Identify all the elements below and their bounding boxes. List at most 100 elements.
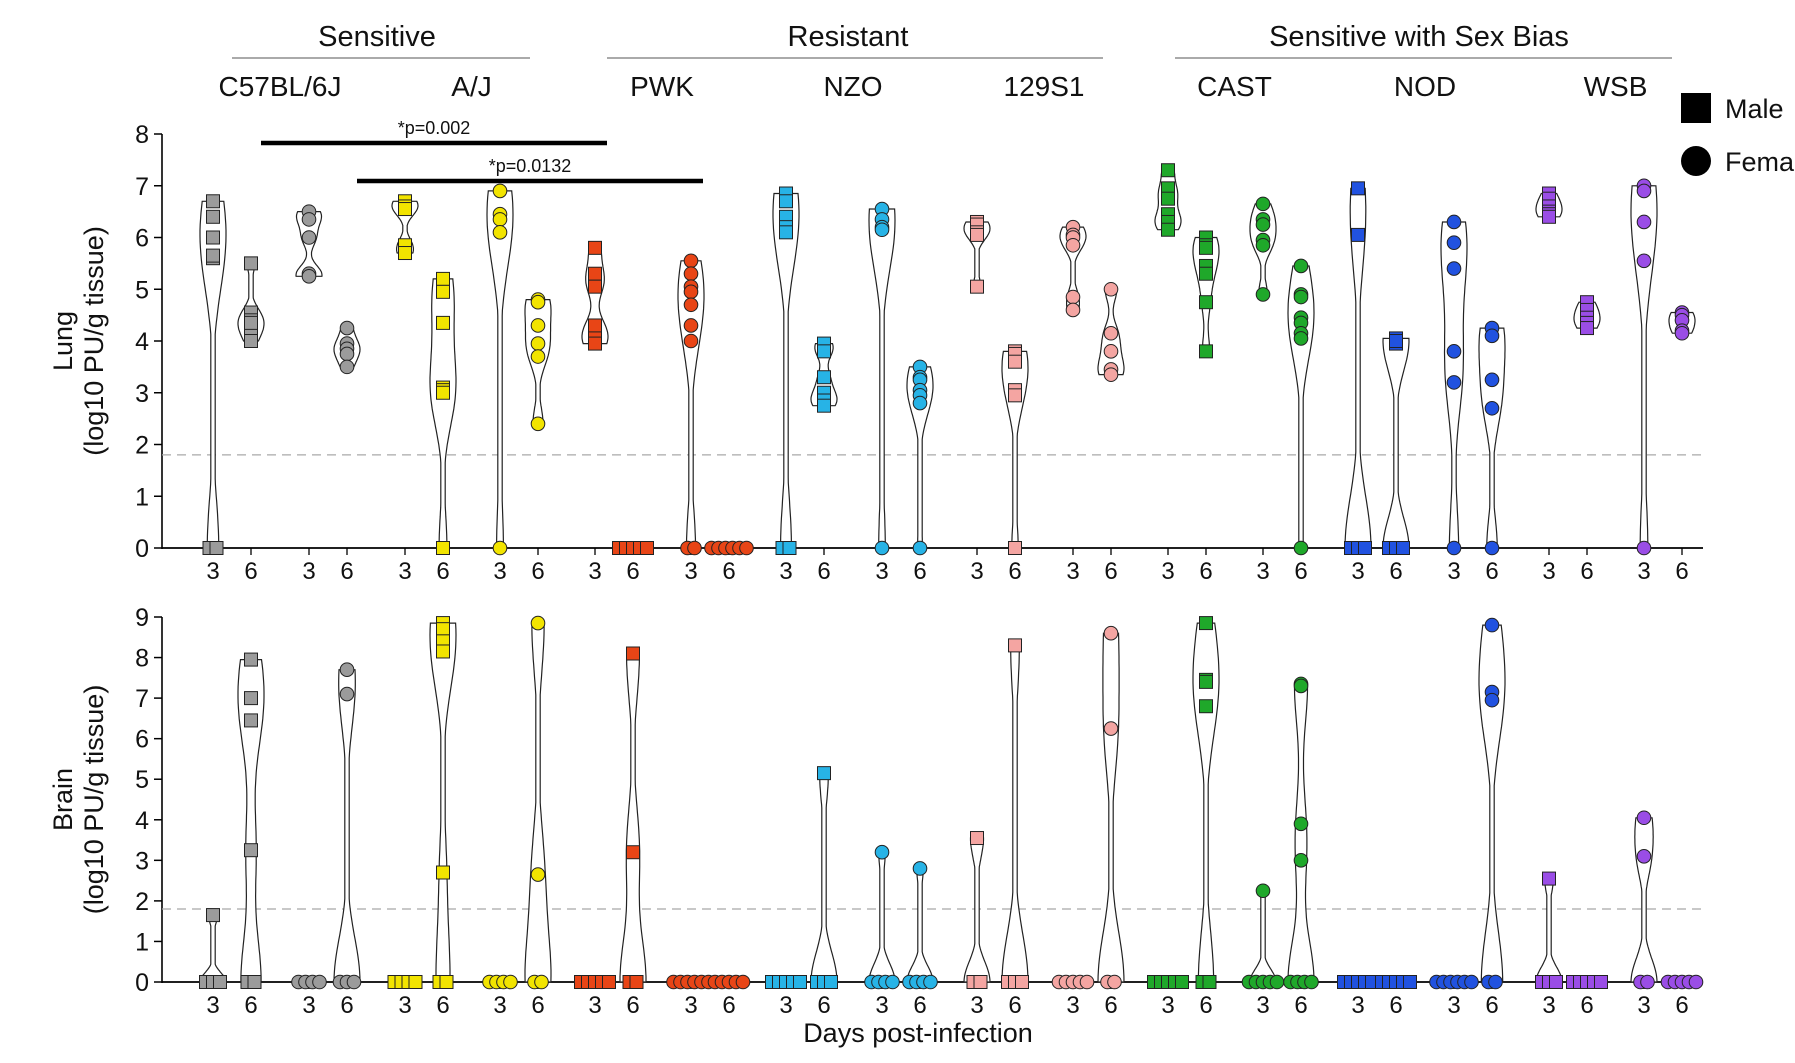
lung-129s1-male-day3-point [970,227,984,242]
lung-day-label: 3 [1447,558,1460,585]
lung-aj-female-day3-violin [486,190,514,549]
brain-day-label: 3 [588,992,601,1019]
lung-pwk-female-day3-point [683,333,699,349]
brain-day-label: 3 [1256,992,1269,1019]
brain-day-label: 3 [970,992,983,1019]
brain-nzo-male-day6-violin [810,772,838,983]
lung-nzo-male-day3-violin [772,192,800,549]
lung-day-label: 3 [1161,558,1174,585]
lung-day-label: 6 [436,558,449,585]
brain-aj-male-day6-violin [429,622,457,983]
brain-c57bl6j-female-day6-violin [333,669,361,983]
lung-nod-male-day3-point [1358,541,1372,555]
brain-c57bl6j-male-day6-point [247,975,262,989]
lung-cast-female-day3-point [1255,196,1271,212]
lung-c57bl6j-male-day3-point [206,194,220,209]
lung-nod-female-day6-violin [1478,327,1506,549]
lung-aj-female-day3-point [492,225,508,240]
brain-nzo-male-day3-point [793,975,807,989]
brain-129s1-male-day6-point [1008,638,1022,653]
lung-nod-female-day6-point [1484,328,1500,344]
lung-ytick-label: 2 [135,432,149,460]
brain-wsb-male-day3-violin [1535,877,1563,983]
lung-pwk-male-day3-point [588,240,602,255]
brain-nzo-female-day3-point [874,844,890,860]
brain-day-label: 6 [436,992,449,1019]
brain-129s1-female-day6-point [1107,974,1122,990]
lung-day-label: 3 [493,558,506,585]
lung-pwk-female-day3-point [683,297,699,313]
brain-c57bl6j-male-day3-violin [199,914,227,983]
lung-day-label: 6 [340,558,353,585]
brain-cast-male-day6-point [1199,674,1213,689]
brain-day-label: 6 [1675,992,1688,1019]
brain-pwk-male-day6-point [626,845,640,860]
lung-129s1-female-day3-point [1065,289,1081,305]
lung-nzo-female-day3-violin [868,208,896,549]
brain-cast-female-day3-point [1255,883,1271,899]
brain-cast-female-day3-point [1269,974,1285,990]
lung-nod-female-day3-point [1446,540,1462,556]
brain-ylabel-title: Brain [48,768,78,831]
lung-nod-female-day3-point [1446,261,1462,276]
lung-wsb-female-day3-point [1636,253,1652,269]
brain-pwk-male-day6-point [629,975,644,989]
lung-wsb-female-day3-point [1636,214,1652,230]
lung-c57bl6j-female-day3-point [301,269,317,284]
brain-aj-female-day6-point [530,615,546,631]
lung-cast-female-day6-violin [1287,265,1315,549]
lung-ytick-label: 8 [135,121,149,149]
brain-ytick-label: 6 [135,726,149,754]
lung-day-label: 6 [1199,558,1212,585]
brain-ytick-label: 4 [135,807,149,835]
brain-pwk-male-day3-point [602,975,616,989]
brain-aj-female-day6-point [530,867,546,882]
lung-day-label: 6 [817,558,830,585]
lung-nod-female-day6-point [1484,400,1500,416]
lung-nod-female-day3-point [1446,375,1462,390]
lung-nod-female-day3-point [1446,235,1462,250]
brain-ytick-label: 7 [135,685,149,713]
brain-wsb-female-day3-point [1636,810,1652,826]
lung-day-label: 6 [626,558,639,585]
lung-day-label: 3 [302,558,315,585]
brain-day-label: 6 [1199,992,1212,1019]
legend-label-female: Female [1725,147,1795,177]
lung-day-label: 3 [875,558,888,585]
brain-day-label: 3 [1066,992,1079,1019]
lung-nzo-male-day3-point [779,194,793,209]
brain-day-label: 6 [531,992,544,1019]
lung-day-label: 6 [1675,558,1688,585]
brain-day-label: 3 [1542,992,1555,1019]
brain-129s1-male-day6-violin [1001,644,1029,983]
lung-c57bl6j-male-day6-point [244,334,258,348]
lung-significance-label-0: *p=0.002 [398,118,471,138]
legend-female-circle-icon [1681,146,1711,176]
lung-pwk-male-day3-point [588,266,602,281]
brain-cast-male-day6-point [1199,699,1213,714]
lung-c57bl6j-female-day3-point [301,230,317,245]
brain-129s1-female-day6-point [1103,721,1119,736]
lung-wsb-female-day3-violin [1630,185,1658,549]
lung-nod-male-day3-violin [1344,187,1372,549]
brain-nzo-male-day6-point [824,975,838,989]
lung-nzo-male-day6-point [817,344,831,359]
brain-ylabel-units: (log10 PU/g tissue) [79,685,109,915]
lung-nzo-female-day3-point [874,540,890,556]
strain-label-4: 129S1 [1004,71,1085,102]
lung-129s1-male-day6-point [1008,388,1022,403]
lung-day-label: 6 [531,558,544,585]
lung-cast-female-day6-point [1293,258,1309,274]
lung-cast-male-day6-point [1199,295,1213,310]
lung-129s1-female-day3-point [1065,302,1081,318]
lung-ytick-label: 0 [135,535,149,563]
lung-nzo-female-day6-point [912,540,928,556]
brain-day-label: 6 [626,992,639,1019]
brain-day-label: 6 [1104,992,1117,1019]
brain-129s1-male-day3-violin [963,837,991,983]
lung-pwk-female-day3-point [683,318,699,333]
lung-day-label: 3 [1066,558,1079,585]
lung-day-label: 3 [588,558,601,585]
lung-nod-female-day3-point [1446,214,1462,230]
